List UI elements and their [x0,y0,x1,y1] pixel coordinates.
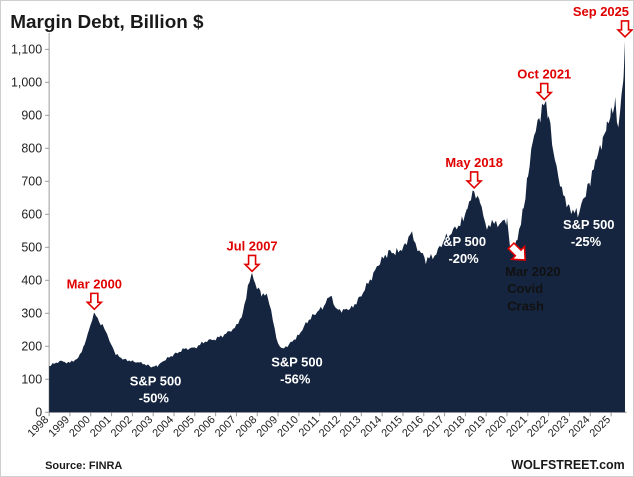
x-tick-label: 2005 [171,414,197,440]
peak-arrow [535,82,554,101]
chart-title: Margin Debt, Billion $ [10,12,204,33]
y-axis: 0 100 200 300 400 500 600 700 800 900 1,000 1,100 [11,32,50,419]
x-tick-label: 2004 [150,414,176,440]
drawdown-2000-label: S&P 500 [130,373,182,388]
x-tick-label: 2016 [400,414,426,440]
x-tick-label: 2010 [275,414,301,440]
covid-label-line2: Covid [507,281,543,296]
y-tick-label: 600 [21,207,42,221]
brand-logo-text: WOLFSTREET.com [511,458,624,472]
peak-label: Jul 2007 [227,238,278,253]
peak-label: Oct 2021 [517,67,571,82]
y-tick-label: 400 [21,273,42,287]
covid-label-line3: Crash [507,299,544,314]
peak-marker: Mar 2000 [67,276,122,311]
covid-label-date: Mar 2020 [505,264,560,279]
peak-annotations: Mar 2000 Jul 2007 May 2018 Oct 2021 Sep 2025 [67,4,633,311]
y-tick-label: 1,000 [11,75,42,89]
peak-marker: Sep 2025 [573,4,633,38]
peak-label: May 2018 [445,155,503,170]
peak-arrow [465,171,484,190]
x-tick-label: 2003 [130,414,156,440]
peak-arrow [243,254,261,273]
x-tick-label: 2006 [192,414,218,440]
peak-label: Sep 2025 [573,4,629,19]
peak-marker: Jul 2007 [227,238,278,273]
drawdown-2008-label: S&P 500 [271,354,323,369]
y-tick-label: 100 [21,372,42,386]
x-tick-label: 2009 [254,414,280,440]
source-note: Source: FINRA [45,460,122,472]
peak-arrow [85,292,104,311]
peak-marker: May 2018 [445,155,503,190]
y-tick-label: 800 [21,141,42,155]
x-tick-label: 2002 [109,414,135,440]
x-tick-label: 2021 [504,414,530,440]
x-tick-label: 2023 [546,414,572,440]
peak-arrow [616,20,633,38]
x-tick-label: 2011 [297,414,322,439]
drawdown-2008-value: -56% [280,371,311,386]
margin-debt-area [49,40,626,413]
x-tick-label: 1998 [26,414,52,440]
drawdown-2018-value: -20% [448,251,479,266]
drawdown-2018-label: S&P 500 [435,234,487,249]
y-tick-label: 900 [21,108,42,122]
y-tick-label: 300 [21,306,42,320]
x-tick-label: 2024 [567,414,593,440]
y-tick-label: 0 [35,405,42,419]
x-axis: 1998199920002001200220032004200520062007… [26,411,627,440]
x-tick-label: 2017 [421,414,447,440]
x-tick-label: 2007 [213,414,239,440]
x-tick-label: 2022 [525,414,551,440]
y-tick-label: 200 [21,339,42,353]
x-tick-label: 2018 [442,414,468,440]
peak-marker: Oct 2021 [517,67,571,101]
x-tick-label: 2020 [483,414,509,440]
y-tick-label: 1,100 [11,42,42,56]
drawdown-2000-value: -50% [139,390,170,405]
x-tick-label: 2008 [234,414,260,440]
x-tick-label: 2013 [338,414,364,440]
x-tick-label: 2019 [463,414,489,440]
peak-label: Mar 2000 [67,276,122,291]
x-tick-label: 2001 [88,414,114,440]
x-tick-label: 2015 [379,414,405,440]
y-tick-label: 500 [21,240,42,254]
drawdown-2021-label: S&P 500 [563,217,615,232]
y-tick-label: 700 [21,174,42,188]
x-tick-label: 1999 [46,414,72,440]
x-tick-label: 2014 [359,414,385,440]
x-tick-label: 2025 [588,414,614,440]
drawdown-2021-value: -25% [571,234,602,249]
x-tick-label: 2000 [67,414,93,440]
covid-arrow [507,241,527,261]
x-tick-label: 2012 [317,414,343,440]
